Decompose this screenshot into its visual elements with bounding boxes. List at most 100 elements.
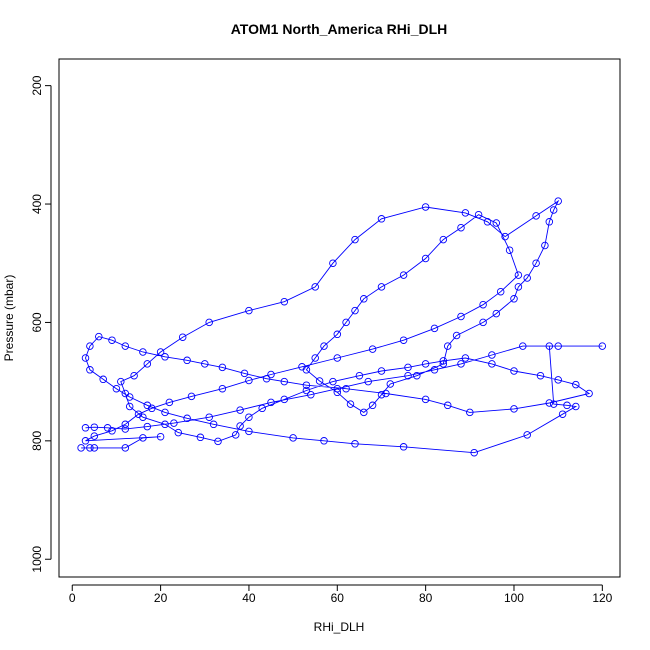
- data-point: [545, 342, 554, 350]
- data-point: [443, 342, 452, 350]
- data-point: [280, 297, 289, 306]
- data-point: [572, 402, 580, 411]
- data-point: [121, 444, 130, 452]
- data-point: [77, 444, 85, 452]
- data-point: [245, 427, 253, 436]
- data-point: [439, 360, 448, 368]
- data-point: [563, 401, 571, 410]
- data-point: [554, 342, 562, 350]
- data-point: [510, 367, 518, 375]
- data-point: [355, 371, 364, 380]
- data-point: [545, 399, 554, 407]
- data-point: [139, 434, 147, 442]
- data-point: [368, 345, 377, 353]
- data-point: [280, 395, 289, 404]
- data-point: [492, 309, 501, 318]
- y-tick-label: 200: [30, 75, 44, 95]
- data-point: [421, 203, 430, 211]
- data-point: [183, 356, 191, 365]
- data-point: [125, 402, 134, 411]
- data-point: [439, 357, 448, 365]
- data-point: [351, 306, 359, 315]
- data-point: [161, 420, 169, 429]
- data-point: [245, 306, 253, 315]
- data-point: [121, 425, 130, 433]
- data-point: [488, 360, 496, 368]
- data-point: [90, 432, 99, 440]
- data-point: [236, 422, 244, 430]
- data-point: [549, 206, 558, 214]
- data-point: [505, 246, 514, 254]
- x-tick-label: 80: [419, 591, 433, 605]
- data-point: [368, 401, 377, 410]
- data-point: [161, 353, 169, 361]
- data-point: [545, 218, 554, 226]
- data-point: [108, 336, 116, 344]
- axes-layer: 0 20 40 60 80 100 120 200 400 600 800 1000: [30, 75, 613, 605]
- data-point: [90, 423, 99, 431]
- data-point: [457, 223, 465, 232]
- data-point: [351, 440, 359, 448]
- data-point: [307, 390, 315, 399]
- data-point: [536, 371, 545, 380]
- data-point: [99, 375, 107, 384]
- y-tick-label: 1000: [30, 546, 44, 573]
- data-point: [125, 393, 134, 401]
- data-point: [466, 408, 474, 417]
- x-tick-label: 120: [592, 591, 612, 605]
- data-point: [161, 408, 169, 417]
- data-point: [205, 318, 213, 327]
- data-point: [156, 432, 165, 441]
- data-point: [523, 274, 531, 282]
- data-point: [174, 428, 183, 437]
- data-point: [479, 318, 487, 327]
- data-point: [170, 419, 178, 427]
- x-tick-label: 60: [331, 591, 345, 605]
- x-tick-label: 40: [242, 591, 256, 605]
- data-point: [443, 401, 452, 410]
- data-point: [461, 354, 470, 362]
- data-point: [196, 433, 205, 442]
- chart-title: ATOM1 North_America RHi_DLH: [231, 21, 448, 37]
- plot-frame: [58, 58, 621, 578]
- data-point: [399, 336, 408, 344]
- data-point: [360, 295, 368, 303]
- data-point: [320, 437, 328, 445]
- data-point: [514, 283, 523, 291]
- data-point: [218, 384, 227, 393]
- data-point: [510, 405, 518, 413]
- data-point: [112, 384, 121, 393]
- data-point: [541, 241, 549, 250]
- data-point: [187, 392, 196, 401]
- data-point: [245, 376, 253, 385]
- y-tick-label: 600: [30, 312, 44, 332]
- data-point: [209, 420, 218, 429]
- series-layer: [77, 197, 607, 457]
- data-point: [81, 354, 90, 362]
- data-point: [205, 413, 213, 421]
- y-axis-label: Pressure (mbar): [2, 275, 16, 362]
- data-point: [382, 389, 390, 398]
- data-point: [86, 444, 94, 452]
- data-point: [377, 283, 386, 291]
- data-point: [377, 215, 386, 223]
- data-point: [421, 254, 430, 263]
- x-tick-label: 0: [69, 591, 76, 605]
- data-point: [139, 413, 147, 421]
- x-tick-label: 20: [154, 591, 168, 605]
- data-point: [585, 389, 593, 398]
- data-point: [165, 398, 174, 407]
- data-point: [421, 360, 430, 368]
- data-point: [558, 410, 567, 418]
- data-point: [474, 210, 483, 219]
- data-point: [342, 318, 350, 327]
- data-point: [95, 332, 103, 341]
- x-axis-label: RHi_DLH: [314, 620, 365, 634]
- data-point: [236, 406, 244, 414]
- data-point: [501, 232, 509, 241]
- data-point: [532, 212, 540, 220]
- data-point: [201, 360, 209, 368]
- data-point: [121, 420, 130, 429]
- data-point: [231, 431, 240, 439]
- data-point: [470, 448, 478, 457]
